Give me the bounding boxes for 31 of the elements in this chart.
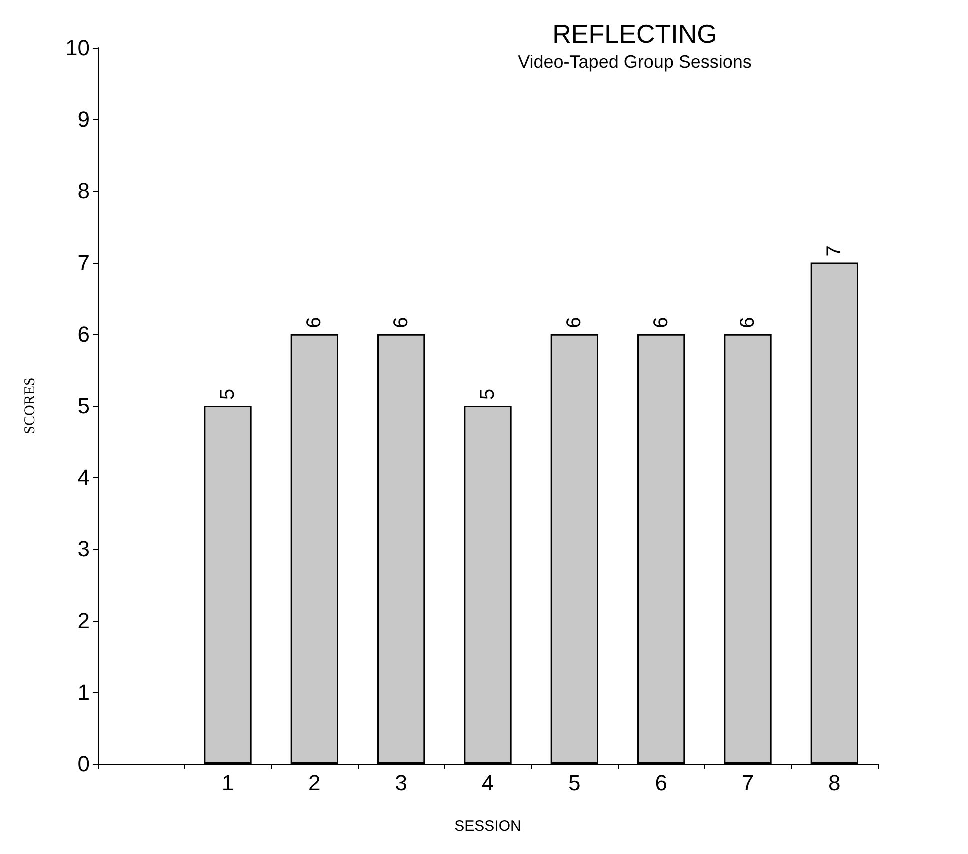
y-tick-label: 2 (78, 608, 90, 634)
data-label: 6 (737, 317, 759, 328)
x-tick-label: 5 (568, 770, 581, 796)
x-tick-label: 4 (482, 770, 494, 796)
y-axis-title: SCORES (22, 378, 38, 434)
x-tick-label: 3 (395, 770, 408, 796)
y-tick-label: 10 (66, 36, 90, 60)
y-tick-label: 1 (78, 680, 90, 705)
x-tick-label: 2 (308, 770, 321, 796)
y-tick-label: 3 (78, 536, 90, 562)
y-tick-label: 9 (78, 107, 90, 132)
y-tick-label: 4 (78, 465, 90, 490)
x-axis-title: SESSION (454, 818, 522, 835)
data-label: 5 (217, 388, 239, 400)
data-label: 7 (824, 246, 846, 257)
data-label: 6 (650, 317, 672, 328)
x-tick-label: 6 (655, 770, 668, 796)
data-label: 6 (390, 317, 412, 328)
x-tick-label: 7 (742, 770, 754, 796)
y-tick-label: 7 (78, 250, 90, 276)
y-tick-label: 0 (78, 752, 90, 776)
x-tick-label: 1 (222, 770, 234, 796)
y-tick-label: 8 (78, 178, 90, 204)
y-tick-label: 6 (78, 322, 90, 347)
x-tick-label: 8 (828, 770, 841, 796)
chart-subtitle: Video-Taped Group Sessions (518, 52, 752, 72)
data-label: 6 (304, 317, 326, 328)
data-label: 5 (477, 388, 499, 400)
y-tick-label: 5 (78, 394, 90, 418)
data-label: 6 (564, 317, 586, 328)
chart-title: REFLECTING (552, 19, 718, 49)
